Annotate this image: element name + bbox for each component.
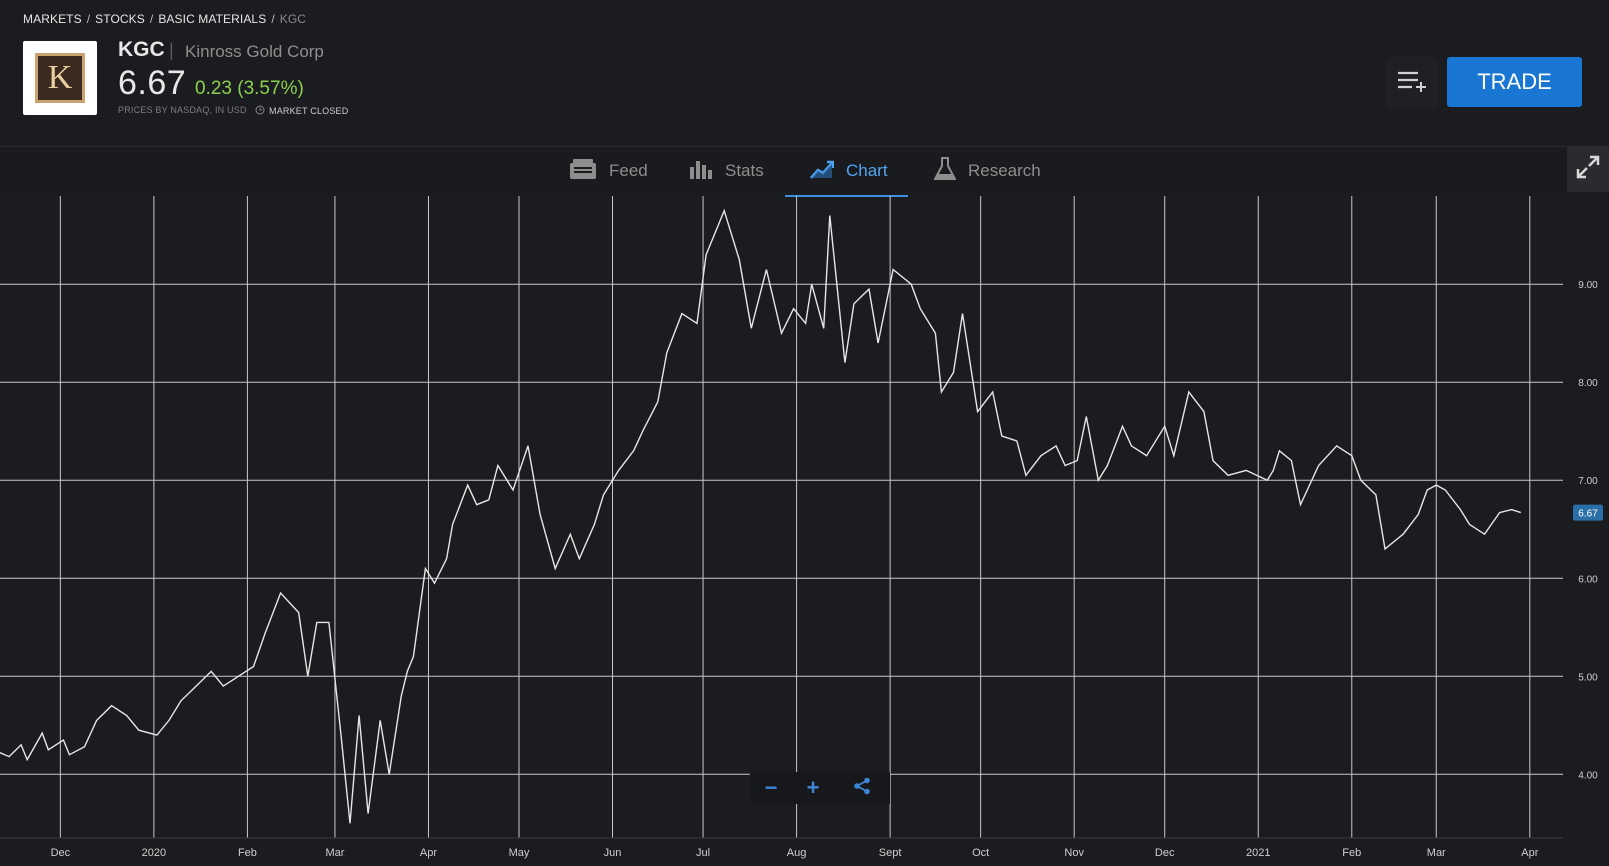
tab-stats-label: Stats: [725, 161, 764, 180]
tab-research[interactable]: Research: [933, 147, 1041, 195]
company-name: Kinross Gold Corp: [185, 42, 324, 61]
x-axis-ticks: Dec 2020 Feb Mar Apr May Jun Jul Aug Sept Oct Nov De…: [51, 847, 1539, 859]
price-source: PRICES BY NASDAQ, IN USD: [118, 105, 247, 115]
breadcrumb: MARKETS / STOCKS / BASIC MATERIALS / KGC: [23, 12, 306, 26]
chart-gridlines: [0, 196, 1563, 839]
add-to-watchlist-icon: [1396, 69, 1428, 98]
minus-icon: −: [764, 775, 778, 800]
y-tick-label: 8.00: [1578, 378, 1598, 389]
breadcrumb-basic-materials[interactable]: BASIC MATERIALS: [158, 12, 267, 26]
x-tick-label: Mar: [325, 847, 344, 859]
clock-icon: [255, 105, 265, 117]
tab-research-label: Research: [968, 161, 1041, 180]
zoom-out-button[interactable]: −: [750, 772, 792, 804]
market-status-label: MARKET CLOSED: [269, 106, 349, 116]
share-icon: [853, 775, 871, 801]
y-axis-ticks: 4.00 5.00 6.00 7.00 8.00 9.00: [1578, 280, 1598, 781]
share-chart-button[interactable]: [834, 772, 890, 804]
breadcrumb-separator: /: [149, 12, 154, 26]
x-tick-label: Jul: [696, 847, 710, 859]
tab-stats[interactable]: Stats: [689, 147, 764, 195]
last-price-tag: 6.67: [1573, 504, 1603, 521]
trend-chart-icon: [810, 159, 835, 184]
price-change: 0.23 (3.57%): [195, 78, 304, 99]
x-tick-label: Apr: [1521, 847, 1538, 859]
x-tick-label: 2021: [1246, 847, 1270, 859]
x-tick-label: Dec: [51, 847, 71, 859]
last-price: 6.67: [118, 64, 187, 102]
y-tick-label: 9.00: [1578, 280, 1598, 291]
x-tick-label: Jun: [604, 847, 622, 859]
zoom-in-button[interactable]: +: [792, 772, 834, 804]
fullscreen-button[interactable]: [1567, 147, 1609, 192]
tab-feed[interactable]: Feed: [569, 147, 648, 195]
breadcrumb-separator: /: [271, 12, 275, 26]
breadcrumb-markets[interactable]: MARKETS: [23, 12, 82, 26]
breadcrumb-separator: /: [86, 12, 91, 26]
tab-chart-label: Chart: [846, 161, 888, 180]
add-to-watchlist-button[interactable]: [1386, 57, 1438, 109]
x-tick-label: Feb: [1342, 847, 1361, 859]
expand-icon: [1576, 155, 1600, 184]
tab-feed-label: Feed: [609, 161, 648, 180]
ticker-symbol: KGC: [118, 38, 165, 61]
x-tick-label: Nov: [1064, 847, 1084, 859]
x-tick-label: Dec: [1155, 847, 1175, 859]
x-tick-label: Aug: [787, 847, 807, 859]
x-tick-label: Mar: [1427, 847, 1446, 859]
x-tick-label: Oct: [972, 847, 989, 859]
x-tick-label: Feb: [238, 847, 257, 859]
flask-icon: [933, 156, 957, 186]
plus-icon: +: [806, 775, 820, 800]
price-line-series: [0, 208, 1522, 824]
y-tick-label: 4.00: [1578, 770, 1598, 781]
bar-chart-icon: [689, 159, 713, 184]
x-tick-label: May: [509, 847, 530, 859]
last-price-tag-label: 6.67: [1578, 509, 1598, 520]
company-logo-mark: K: [35, 53, 85, 103]
x-tick-label: 2020: [142, 847, 166, 859]
y-tick-label: 6.00: [1578, 574, 1598, 585]
breadcrumb-current: KGC: [279, 12, 307, 26]
ticker-divider: |: [169, 40, 174, 60]
y-tick-label: 5.00: [1578, 672, 1598, 683]
tab-chart[interactable]: Chart: [785, 147, 908, 197]
company-logo: K: [23, 41, 97, 115]
feed-icon: [569, 158, 597, 185]
y-tick-label: 7.00: [1578, 476, 1598, 487]
trade-button[interactable]: TRADE: [1447, 57, 1582, 107]
tab-bar: Feed Stats Chart Research: [0, 146, 1609, 197]
x-tick-label: Apr: [420, 847, 437, 859]
breadcrumb-stocks[interactable]: STOCKS: [95, 12, 145, 26]
x-tick-label: Sept: [879, 847, 902, 859]
chart-zoom-controls: − +: [750, 772, 890, 804]
price-chart[interactable]: Dec 2020 Feb Mar Apr May Jun Jul Aug Sept Oct Nov De…: [0, 196, 1609, 866]
market-status: MARKET CLOSED: [255, 105, 348, 117]
